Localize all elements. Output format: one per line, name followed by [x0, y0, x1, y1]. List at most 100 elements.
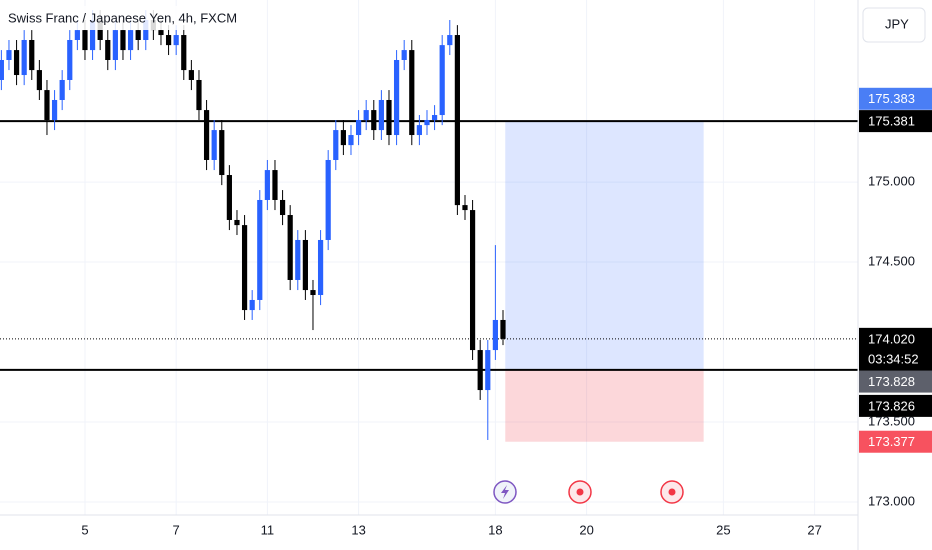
candle-body	[211, 130, 217, 160]
candle-body	[203, 110, 210, 160]
event-icons	[493, 480, 684, 504]
candle-body	[295, 239, 301, 280]
lightning	[501, 485, 509, 499]
candle-body	[348, 135, 354, 146]
candle-body	[241, 225, 248, 311]
candle-body	[6, 50, 12, 60]
candle-body	[127, 30, 134, 51]
x-tick-label: 27	[807, 522, 821, 537]
candle-body	[439, 45, 445, 116]
price-tag-label: 175.381	[868, 114, 915, 129]
candle-body	[416, 125, 422, 136]
candle-body	[325, 159, 331, 240]
candle-body	[13, 50, 20, 76]
price-tag-label: 173.377	[868, 434, 915, 449]
candle-body	[454, 35, 460, 206]
event-dot	[576, 488, 584, 496]
grid	[0, 0, 858, 515]
position	[505, 120, 704, 442]
profit-zone	[505, 120, 704, 370]
x-tick-label: 25	[716, 522, 730, 537]
price-tag-label: 173.828	[868, 374, 915, 389]
price-tag	[859, 87, 932, 110]
currency-label: JPY	[885, 16, 909, 31]
candle-body	[485, 350, 491, 391]
candle-body	[272, 170, 278, 200]
candle-body	[401, 50, 407, 60]
candle-body	[105, 39, 111, 60]
candle-body	[67, 39, 73, 80]
candle-body	[386, 99, 392, 136]
candle-body	[196, 79, 202, 111]
candle-body	[424, 119, 430, 126]
candle-body	[51, 99, 58, 120]
candle-body	[340, 130, 346, 146]
x-tick-label: 13	[351, 522, 365, 537]
candle-body	[112, 30, 118, 60]
x-tick-label: 20	[579, 522, 593, 537]
candle-body	[355, 119, 362, 136]
candle-body	[333, 130, 339, 160]
candle-body	[393, 59, 400, 136]
candle-body	[249, 299, 255, 311]
price-tag	[859, 370, 932, 393]
candle-body	[226, 175, 232, 220]
x-tick-label: 18	[488, 522, 502, 537]
price-tag-label: 175.383	[868, 91, 915, 106]
candle-body	[188, 70, 194, 80]
candle-body	[181, 35, 187, 71]
price-tag	[859, 110, 932, 133]
candle-body	[363, 110, 369, 120]
candle-body	[234, 219, 240, 226]
candle-body	[21, 39, 27, 76]
candle-body	[371, 110, 377, 131]
x-tick-label: 7	[173, 522, 180, 537]
y-tick-label: 173.000	[868, 493, 915, 508]
candle-body	[74, 30, 80, 40]
price-tag	[859, 394, 932, 417]
currency-button[interactable]	[862, 7, 926, 43]
candle-body	[462, 205, 468, 211]
price-tags: 175.383 175.381 174.020 03:34:52 173.828 173.…	[859, 87, 932, 453]
candle-body	[469, 210, 476, 351]
candle-body	[120, 30, 126, 51]
candle-body	[0, 59, 4, 80]
x-tick-label: 5	[81, 522, 88, 537]
candle-body	[287, 215, 293, 280]
y-tick-label: 174.500	[868, 253, 915, 268]
event-dot	[668, 488, 676, 496]
candle-body	[82, 30, 88, 51]
candle-body	[135, 30, 141, 40]
y-tick-label: 175.000	[868, 174, 915, 189]
price-tag-label: 173.826	[868, 398, 915, 413]
price-tag	[859, 327, 932, 372]
candle-body	[447, 35, 453, 46]
chart-title: Swiss Franc / Japanese Yen, 4h, FXCM	[8, 10, 237, 25]
candle-body	[173, 35, 179, 46]
x-tick-label: 11	[261, 522, 275, 537]
candle-body	[264, 170, 270, 200]
countdown: 03:34:52	[868, 351, 919, 366]
candle-body	[165, 35, 172, 46]
candle-body	[44, 90, 50, 120]
title-bg	[0, 6, 258, 30]
candle-body	[59, 79, 65, 100]
candle-body	[158, 30, 164, 36]
candle-body	[29, 39, 35, 71]
candle-body	[492, 319, 498, 351]
candle-body	[317, 239, 324, 296]
candle-body	[279, 199, 286, 216]
candle-body	[431, 115, 438, 120]
candle-body	[409, 50, 415, 136]
candle-body	[36, 70, 42, 91]
candle-body	[378, 99, 384, 131]
candle-body	[500, 319, 506, 339]
candle-body	[302, 239, 308, 291]
candle-body	[257, 199, 263, 300]
candle-body	[89, 19, 96, 51]
candle-body	[310, 290, 316, 296]
price-tag	[859, 430, 932, 453]
candle-body	[477, 350, 483, 391]
